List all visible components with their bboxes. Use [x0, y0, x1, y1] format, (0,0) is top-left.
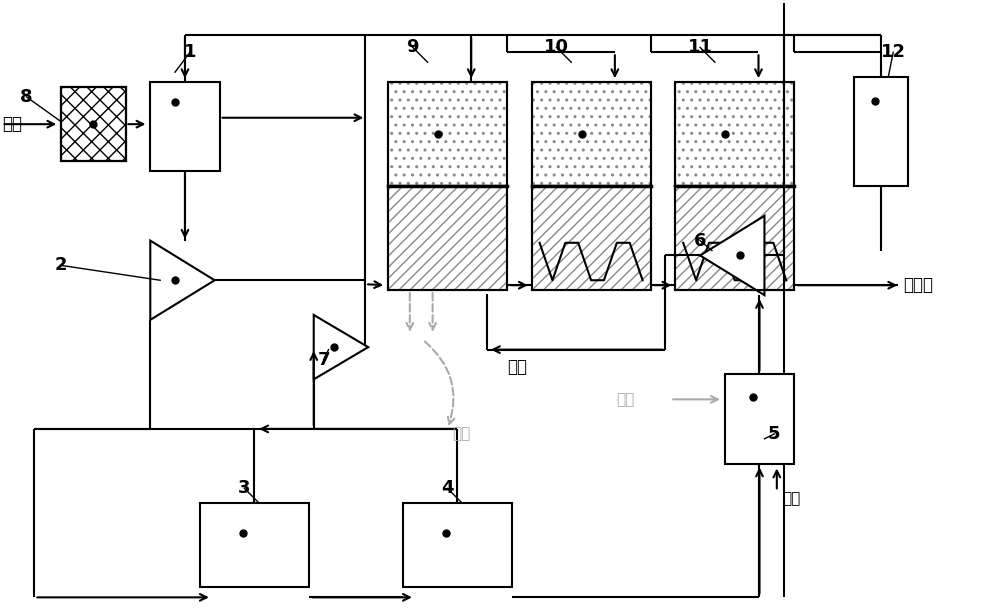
Bar	[532, 82, 651, 186]
Bar	[61, 87, 126, 161]
Bar	[388, 186, 507, 290]
Bar	[725, 375, 794, 464]
Text: 浓卤水: 浓卤水	[903, 276, 933, 294]
Polygon shape	[150, 240, 215, 320]
FancyArrowPatch shape	[425, 341, 454, 424]
Text: 5: 5	[768, 425, 781, 443]
Text: 12: 12	[881, 43, 906, 62]
Bar	[403, 503, 512, 587]
Text: 11: 11	[688, 38, 713, 57]
Bar	[388, 82, 507, 186]
Bar	[675, 186, 794, 290]
Bar	[675, 82, 794, 186]
Text: 9: 9	[407, 38, 419, 57]
Bar	[388, 82, 507, 186]
Bar	[532, 186, 651, 290]
Polygon shape	[700, 216, 764, 295]
Bar	[532, 186, 651, 290]
Text: 8: 8	[20, 88, 33, 106]
Text: 10: 10	[544, 38, 569, 57]
Bar	[532, 82, 651, 186]
Text: 淡水: 淡水	[507, 359, 527, 376]
Text: 6: 6	[694, 232, 706, 250]
Text: 4: 4	[441, 479, 454, 498]
Bar	[532, 186, 651, 290]
Polygon shape	[314, 315, 368, 379]
Bar	[388, 186, 507, 290]
Text: 海水: 海水	[2, 115, 22, 133]
Bar	[61, 87, 126, 161]
Text: 2: 2	[55, 256, 67, 274]
Text: 1: 1	[184, 43, 196, 62]
Bar	[61, 87, 126, 161]
Bar	[854, 77, 908, 186]
Text: 烟气: 烟气	[452, 426, 471, 442]
Bar	[200, 503, 309, 587]
Bar	[675, 186, 794, 290]
Bar	[675, 82, 794, 186]
Text: 空气: 空气	[782, 491, 800, 506]
Bar	[675, 82, 794, 186]
Text: 3: 3	[238, 479, 251, 498]
Bar	[675, 186, 794, 290]
Bar	[388, 186, 507, 290]
Bar	[388, 82, 507, 186]
Text: 7: 7	[317, 351, 330, 368]
Text: 烟气: 烟气	[616, 392, 634, 407]
Bar	[532, 82, 651, 186]
Bar	[150, 82, 220, 171]
